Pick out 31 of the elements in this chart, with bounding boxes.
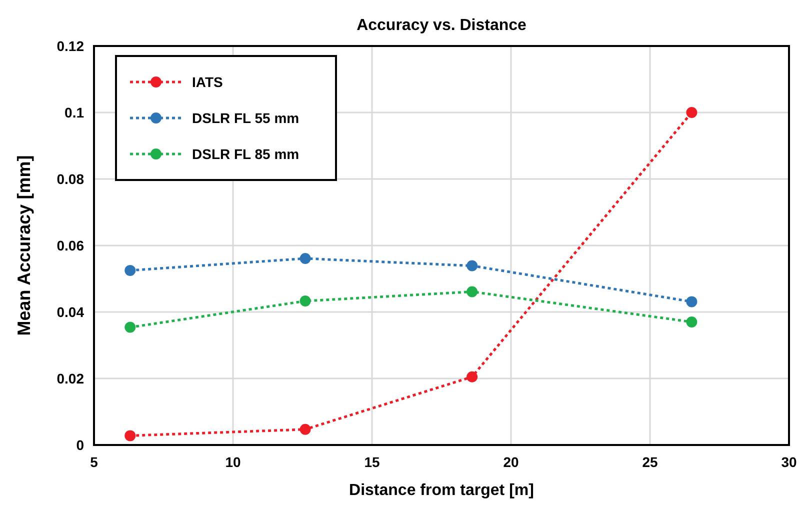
y-axis-title: Mean Accuracy [mm] [14, 155, 34, 336]
y-tick-label: 0.06 [56, 238, 84, 254]
point [466, 371, 478, 382]
point [300, 296, 311, 307]
x-tick-label: 20 [503, 454, 519, 470]
y-tick-label: 0.02 [56, 370, 84, 386]
y-tick-label: 0 [76, 437, 84, 453]
point [686, 296, 698, 308]
x-tick-label: 30 [781, 454, 797, 470]
legend-label: DSLR FL 85 mm [192, 146, 300, 162]
legend-label: DSLR FL 55 mm [192, 110, 300, 126]
x-tick-label: 25 [642, 454, 658, 470]
point [300, 252, 311, 264]
chart-title: Accuracy vs. Distance [356, 17, 527, 34]
x-tick-label: 15 [364, 454, 380, 470]
x-tick-label: 10 [225, 454, 241, 470]
point [124, 322, 136, 333]
y-tick-label: 0.08 [56, 171, 84, 187]
point [124, 264, 136, 276]
point [124, 430, 136, 442]
point [686, 316, 698, 328]
x-axis-title: Distance from target [m] [349, 482, 534, 499]
x-tick-label: 5 [90, 454, 98, 470]
point [466, 286, 478, 298]
point [300, 424, 311, 435]
point [686, 107, 698, 118]
point [466, 260, 478, 272]
y-tick-label: 0.12 [56, 38, 84, 54]
legend-label: IATS [192, 74, 223, 90]
y-tick-label: 0.1 [64, 104, 84, 120]
y-tick-label: 0.04 [56, 304, 84, 320]
